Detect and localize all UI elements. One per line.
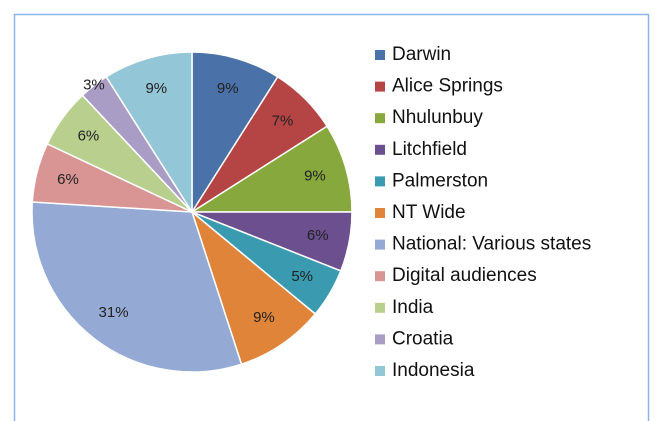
- data-label: 9%: [304, 167, 326, 184]
- legend-label: National: Various states: [392, 234, 591, 255]
- data-label: 3%: [83, 77, 105, 94]
- legend-label: Nhulunbuy: [392, 107, 483, 128]
- legend-label: Digital audiences: [392, 265, 537, 286]
- data-label: 9%: [253, 309, 275, 326]
- legend-swatch: [375, 50, 385, 60]
- legend-swatch: [375, 144, 385, 155]
- pie-slice: [190, 209, 317, 366]
- legend-label: Croatia: [392, 328, 454, 349]
- data-label: 9%: [145, 80, 167, 97]
- data-label: 31%: [99, 304, 129, 321]
- data-label: 9%: [217, 80, 239, 97]
- legend-swatch: [375, 366, 385, 376]
- legend-label: Litchfield: [392, 139, 467, 160]
- data-label: 6%: [78, 128, 100, 145]
- legend-swatch: [375, 302, 385, 313]
- legend-swatch: [375, 334, 385, 345]
- legend-swatch: [375, 208, 385, 218]
- legend-swatch: [375, 239, 385, 250]
- legend-label: Darwin: [392, 44, 451, 65]
- legend-swatch: [375, 113, 385, 124]
- data-label: 6%: [57, 171, 79, 188]
- data-label: 7%: [272, 112, 294, 129]
- pie-slice: [191, 51, 279, 215]
- legend-swatch: [375, 81, 385, 92]
- data-label: 5%: [291, 268, 313, 285]
- pie-slice: [31, 201, 243, 373]
- pie-slice: [189, 125, 353, 213]
- legend-swatch: [375, 176, 385, 187]
- legend-label: India: [392, 297, 434, 318]
- chart-frame: [13, 13, 650, 421]
- legend-label: Palmerston: [392, 170, 488, 191]
- legend-label: Indonesia: [392, 360, 475, 381]
- legend-swatch: [375, 271, 385, 282]
- data-label: 6%: [307, 227, 329, 244]
- pie-slice: [105, 51, 193, 215]
- legend-label: Alice Springs: [392, 76, 503, 97]
- legend-label: NT Wide: [392, 202, 466, 223]
